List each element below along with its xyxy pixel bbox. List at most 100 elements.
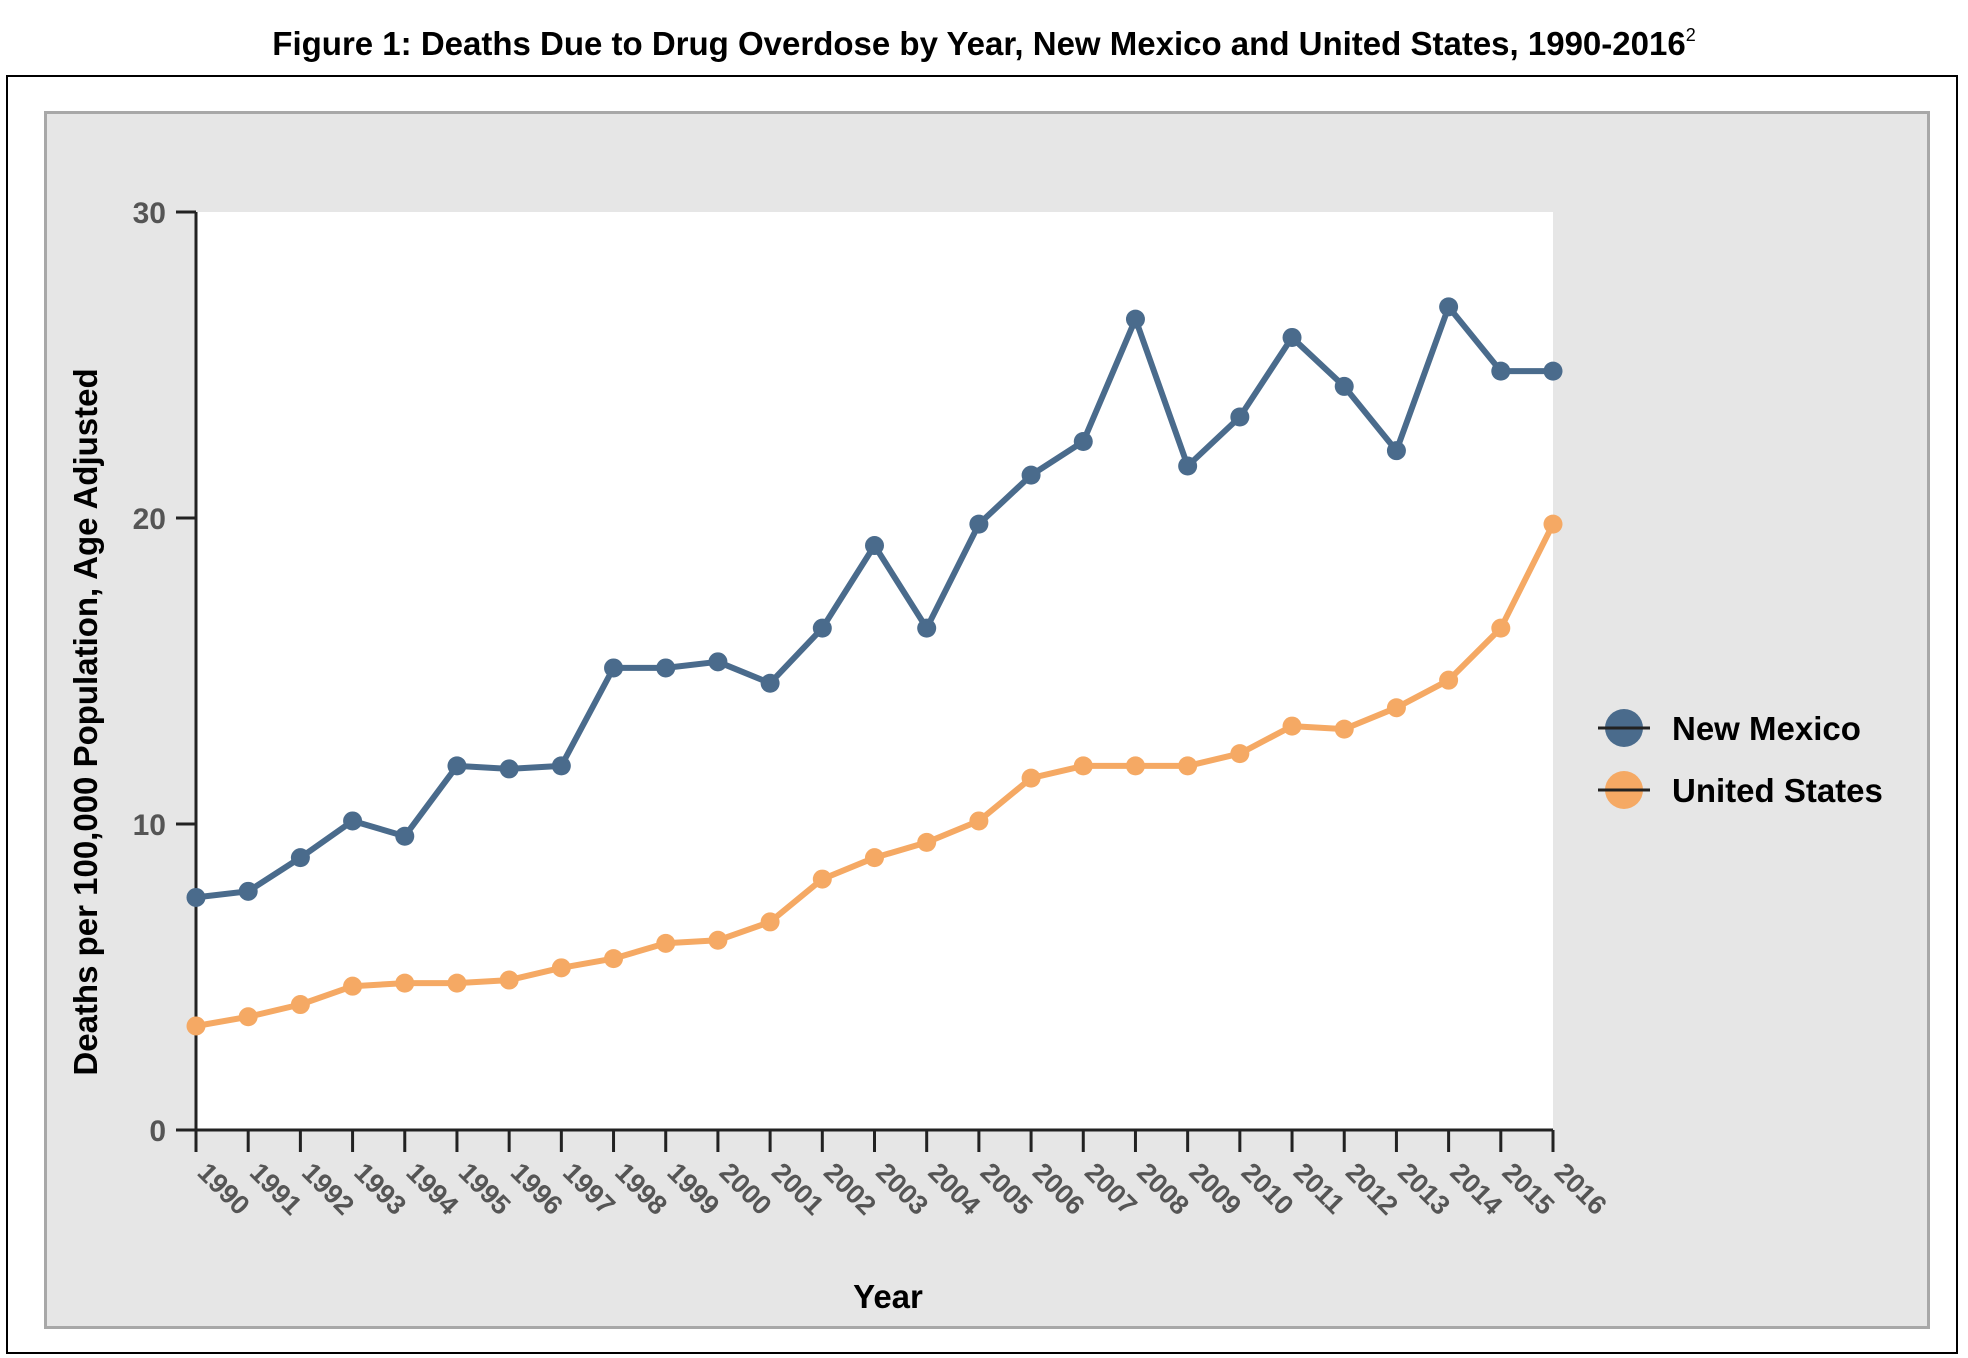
data-point	[499, 970, 519, 990]
data-point	[1282, 716, 1302, 736]
legend-item: New Mexico	[1598, 709, 1861, 747]
data-point	[238, 1007, 258, 1027]
legend: New Mexico United States	[1598, 709, 1883, 809]
x-tick-label: 1993	[348, 1157, 412, 1221]
x-tick-label: 2011	[1288, 1157, 1351, 1220]
y-axis: 0 10 20 30	[133, 197, 198, 1148]
data-point	[447, 973, 467, 993]
data-point	[551, 756, 571, 776]
figure-title: Figure 1: Deaths Due to Drug Overdose by…	[0, 10, 1968, 69]
x-tick-label: 1999	[661, 1157, 725, 1221]
x-axis-label: Year	[853, 1278, 923, 1315]
data-point	[604, 949, 624, 969]
data-point	[1073, 432, 1093, 451]
x-tick-label: 2008	[1131, 1157, 1195, 1221]
series-united-states	[186, 514, 1563, 1036]
data-point	[395, 826, 415, 846]
data-point	[812, 618, 832, 638]
figure-title-footnote: 2	[1685, 25, 1696, 45]
data-point	[917, 618, 937, 638]
data-point	[708, 930, 728, 950]
data-point	[917, 832, 937, 852]
data-point	[290, 848, 310, 868]
x-tick-label: 2001	[766, 1157, 830, 1221]
data-point	[865, 536, 884, 556]
figure-title-text: Figure 1: Deaths Due to Drug Overdose by…	[272, 25, 1686, 62]
data-point	[760, 912, 780, 932]
x-tick-label: 2003	[870, 1157, 934, 1221]
data-point	[1178, 756, 1198, 776]
data-point	[1543, 361, 1563, 381]
y-tick-label: 20	[133, 503, 166, 536]
x-tick-label: 1991	[244, 1157, 308, 1221]
plot-area	[195, 212, 1553, 1130]
data-point	[1125, 309, 1145, 329]
x-tick-label: 2013	[1392, 1157, 1456, 1221]
y-tick-label: 0	[149, 1115, 166, 1148]
x-tick-label: 2006	[1027, 1157, 1091, 1221]
x-tick-label: 1998	[609, 1157, 673, 1221]
data-point	[186, 1016, 206, 1036]
x-tick-label: 2014	[1444, 1157, 1508, 1221]
x-tick-label: 2009	[1183, 1157, 1247, 1221]
data-point	[551, 958, 571, 978]
data-point	[760, 673, 780, 693]
data-point	[343, 976, 363, 996]
data-point	[499, 759, 519, 779]
data-point	[1386, 441, 1406, 461]
data-point	[1386, 698, 1406, 718]
x-tick-label: 2007	[1079, 1157, 1143, 1221]
x-tick-label: 1992	[296, 1157, 360, 1221]
data-point	[1491, 361, 1511, 381]
data-point	[1230, 744, 1250, 764]
series-layer	[186, 297, 1563, 1036]
data-point	[447, 756, 467, 776]
x-tick-label: 1994	[401, 1157, 465, 1221]
x-tick-label: 2000	[714, 1157, 778, 1221]
legend-label: United States	[1672, 772, 1883, 809]
y-axis-label: Deaths per 100,000 Population, Age Adjus…	[67, 368, 104, 1075]
x-tick-label: 2005	[975, 1157, 1039, 1221]
y-tick-label: 10	[133, 809, 166, 842]
data-point	[1543, 514, 1563, 534]
data-point	[1125, 756, 1145, 776]
data-point	[708, 652, 728, 672]
data-point	[1282, 327, 1302, 347]
data-point	[1021, 465, 1041, 485]
legend-label: New Mexico	[1672, 710, 1861, 747]
data-point	[604, 658, 624, 678]
data-point	[1073, 756, 1093, 776]
data-point	[395, 973, 415, 993]
data-point	[343, 811, 363, 831]
data-point	[1334, 376, 1354, 396]
data-point	[1439, 670, 1459, 690]
x-tick-label: 1990	[192, 1157, 256, 1221]
data-point	[656, 658, 676, 678]
data-point	[1021, 768, 1041, 788]
data-point	[1491, 618, 1511, 638]
series-new-mexico	[186, 297, 1563, 907]
x-tick-label: 1995	[453, 1157, 517, 1221]
x-tick-label: 2016	[1549, 1157, 1613, 1221]
data-point	[186, 887, 206, 907]
data-point	[1334, 719, 1354, 739]
x-tick-label: 2002	[818, 1157, 882, 1221]
x-axis: 1990199119921993199419951996199719981999…	[192, 1128, 1613, 1221]
x-tick-label: 1997	[557, 1157, 621, 1221]
data-point	[865, 848, 884, 868]
data-point	[290, 995, 310, 1015]
data-point	[969, 514, 989, 534]
x-tick-label: 2010	[1236, 1157, 1300, 1221]
data-point	[238, 881, 258, 901]
x-tick-label: 1996	[505, 1157, 569, 1221]
data-point	[1178, 456, 1198, 476]
x-tick-label: 2015	[1497, 1157, 1561, 1221]
data-point	[812, 869, 832, 889]
x-tick-label: 2004	[922, 1157, 986, 1221]
legend-item: United States	[1598, 771, 1883, 809]
data-point	[656, 933, 676, 953]
y-tick-label: 30	[133, 197, 166, 230]
data-point	[1439, 297, 1459, 317]
x-tick-label: 2012	[1340, 1157, 1404, 1221]
